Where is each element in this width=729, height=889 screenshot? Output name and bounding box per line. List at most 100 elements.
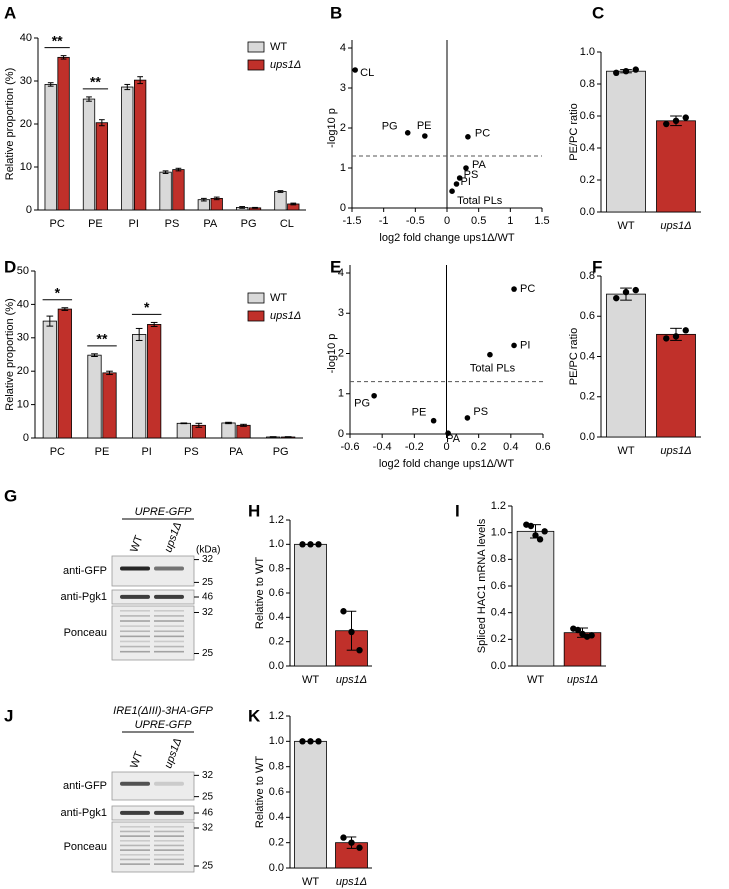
- x-axis-label: log2 fold change ups1Δ/WT: [379, 458, 514, 470]
- point-label: PI: [520, 339, 530, 351]
- y-tick-label: 3: [340, 82, 346, 94]
- blot-band: [120, 810, 150, 815]
- y-tick-label: 0.2: [269, 837, 284, 849]
- data-point: [430, 417, 437, 424]
- marker-label: 25: [202, 577, 214, 588]
- y-tick-label: 4: [340, 42, 346, 54]
- y-axis-label: Relative proportion (%): [4, 298, 16, 411]
- y-tick-label: 40: [20, 32, 32, 44]
- data-point: [541, 528, 548, 535]
- y-axis-label: -log10 p: [326, 108, 338, 148]
- blot-band: [120, 610, 150, 612]
- x-tick-label: 0: [444, 215, 450, 227]
- bar: [102, 372, 117, 439]
- blot-band: [120, 635, 150, 638]
- x-tick-label: PC: [50, 446, 65, 458]
- x-tick-label: PI: [141, 446, 151, 458]
- point-label: PS: [473, 406, 488, 418]
- blot-band: [120, 594, 150, 599]
- point-label: PI: [461, 176, 471, 188]
- point-label: PG: [354, 398, 370, 410]
- data-point: [371, 392, 377, 399]
- data-point: [672, 117, 680, 125]
- y-tick-label: 1.0: [491, 527, 506, 539]
- bar: [95, 122, 109, 211]
- y-tick-label: 0: [338, 428, 344, 440]
- blot-band: [154, 630, 184, 633]
- bar: [294, 543, 327, 667]
- blot-band: [154, 840, 184, 842]
- data-point: [315, 541, 322, 548]
- bar: [57, 56, 70, 211]
- data-point: [449, 188, 455, 194]
- legend-label: ups1Δ: [270, 59, 301, 71]
- point-label: CL: [360, 67, 374, 79]
- y-tick-label: 1.0: [269, 735, 284, 747]
- y-tick-label: 0.8: [269, 563, 284, 575]
- marker-label: 46: [202, 592, 214, 603]
- legend-swatch: [247, 292, 265, 304]
- blot-row-label: anti-Pgk1: [61, 807, 107, 819]
- panel-letter: F: [592, 257, 602, 276]
- data-point: [632, 66, 639, 73]
- bar: [294, 740, 327, 869]
- blot-band: [154, 858, 184, 861]
- blot-band: [120, 854, 150, 856]
- y-tick-label: 0: [340, 202, 346, 214]
- panel-letter: K: [248, 706, 261, 725]
- x-axis-label: log2 fold change ups1Δ/WT: [379, 232, 514, 244]
- y-tick-label: 40: [17, 298, 29, 310]
- blot-band: [120, 840, 150, 842]
- blot-band: [154, 781, 184, 786]
- point-label: PC: [520, 283, 535, 295]
- data-point: [613, 69, 620, 77]
- y-tick-label: 0.8: [269, 761, 284, 773]
- x-tick-label: ups1Δ: [660, 220, 691, 232]
- panel-letter: G: [4, 486, 17, 505]
- point-label: PC: [475, 128, 490, 140]
- panel-letter: C: [592, 3, 604, 22]
- x-tick-label: PS: [165, 218, 180, 230]
- data-point: [622, 68, 630, 75]
- point-label: PS: [464, 169, 479, 181]
- x-tick-label: PA: [229, 446, 244, 458]
- marker-label: 32: [202, 770, 214, 781]
- y-tick-label: 0.4: [269, 611, 284, 623]
- x-tick-label: PG: [273, 446, 289, 458]
- bar: [147, 324, 162, 439]
- blot-band: [154, 835, 184, 837]
- marker-label: 25: [202, 648, 214, 659]
- y-tick-label: 0.6: [580, 310, 595, 322]
- y-tick-label: 10: [20, 161, 32, 173]
- data-point: [352, 67, 358, 73]
- legend-label: WT: [270, 292, 287, 304]
- bar: [134, 79, 147, 211]
- data-point: [356, 646, 363, 654]
- marker-label: 32: [202, 554, 214, 565]
- bar: [159, 171, 172, 211]
- y-tick-label: 1.2: [491, 500, 506, 512]
- lane-label: WT: [128, 534, 145, 554]
- construct-label: IRE1(ΔIII)-3HA-GFP: [113, 705, 213, 717]
- x-tick-label: -0.5: [406, 215, 425, 227]
- blot-band: [154, 635, 184, 638]
- bar: [42, 320, 57, 439]
- y-axis-label: Relative to WT: [254, 756, 266, 828]
- blot-panel: [111, 771, 195, 801]
- data-point: [307, 541, 314, 548]
- data-point: [574, 626, 582, 634]
- blot-band: [120, 826, 150, 828]
- data-point: [464, 415, 471, 421]
- x-tick-label: 0.2: [471, 441, 486, 453]
- x-tick-label: CL: [280, 218, 294, 230]
- x-tick-label: PE: [88, 218, 103, 230]
- y-tick-label: 30: [17, 332, 29, 344]
- construct-label: UPRE-GFP: [135, 506, 193, 518]
- x-tick-label: 0: [443, 441, 449, 453]
- blot-band: [154, 650, 184, 653]
- blot-row-label: anti-Pgk1: [61, 591, 107, 603]
- y-tick-label: 0.2: [491, 633, 506, 645]
- blot-band: [120, 781, 150, 786]
- blot-band: [120, 640, 150, 643]
- x-tick-label: 0.6: [535, 441, 550, 453]
